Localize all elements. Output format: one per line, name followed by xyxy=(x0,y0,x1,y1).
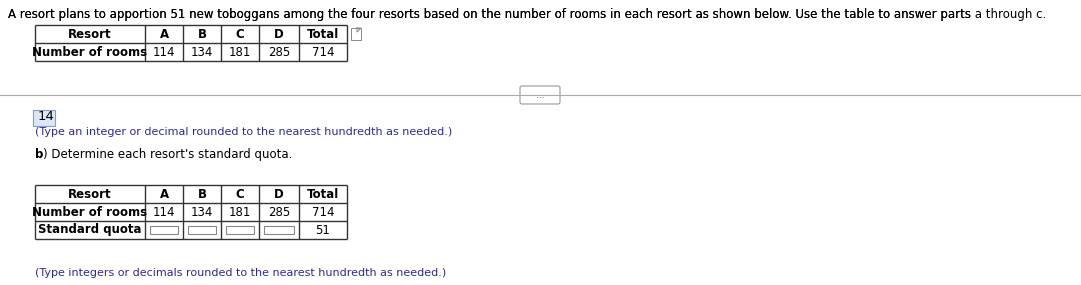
Text: 114: 114 xyxy=(152,205,175,219)
Text: 181: 181 xyxy=(229,46,251,58)
Text: ) Determine each resort's standard quota.: ) Determine each resort's standard quota… xyxy=(43,148,292,161)
Text: 714: 714 xyxy=(311,205,334,219)
Bar xyxy=(264,226,294,234)
Text: B: B xyxy=(198,27,206,40)
Text: (Type integers or decimals rounded to the nearest hundredth as needed.): (Type integers or decimals rounded to th… xyxy=(35,268,446,278)
Text: Number of rooms: Number of rooms xyxy=(32,205,148,219)
Text: D: D xyxy=(275,27,284,40)
Text: D: D xyxy=(275,188,284,201)
Text: 134: 134 xyxy=(191,46,213,58)
Bar xyxy=(226,226,254,234)
Text: B: B xyxy=(198,188,206,201)
Text: 714: 714 xyxy=(311,46,334,58)
Text: b: b xyxy=(35,148,43,161)
Text: 14: 14 xyxy=(38,110,55,123)
Text: A resort plans to apportion 51 new toboggans among the four resorts based on the: A resort plans to apportion 51 new tobog… xyxy=(8,8,975,21)
Text: ...: ... xyxy=(536,91,545,99)
Bar xyxy=(188,226,216,234)
Text: Number of rooms: Number of rooms xyxy=(32,46,148,58)
Bar xyxy=(34,110,55,126)
Text: C: C xyxy=(236,27,244,40)
Text: (Type an integer or decimal rounded to the nearest hundredth as needed.): (Type an integer or decimal rounded to t… xyxy=(35,127,452,137)
Text: A resort plans to apportion 51 new toboggans among the four resorts based on the: A resort plans to apportion 51 new tobog… xyxy=(8,8,1046,21)
Text: A: A xyxy=(159,27,169,40)
Text: Resort: Resort xyxy=(68,27,111,40)
FancyBboxPatch shape xyxy=(520,86,560,104)
Text: Total: Total xyxy=(307,188,339,201)
Text: C: C xyxy=(236,188,244,201)
Text: A: A xyxy=(159,188,169,201)
Text: Standard quota: Standard quota xyxy=(38,223,142,237)
Text: 134: 134 xyxy=(191,205,213,219)
Text: 181: 181 xyxy=(229,205,251,219)
Text: 114: 114 xyxy=(152,46,175,58)
Text: 285: 285 xyxy=(268,46,290,58)
Text: Total: Total xyxy=(307,27,339,40)
Text: 51: 51 xyxy=(316,223,331,237)
Text: 285: 285 xyxy=(268,205,290,219)
Text: Resort: Resort xyxy=(68,188,111,201)
Bar xyxy=(150,226,178,234)
Bar xyxy=(351,28,361,40)
